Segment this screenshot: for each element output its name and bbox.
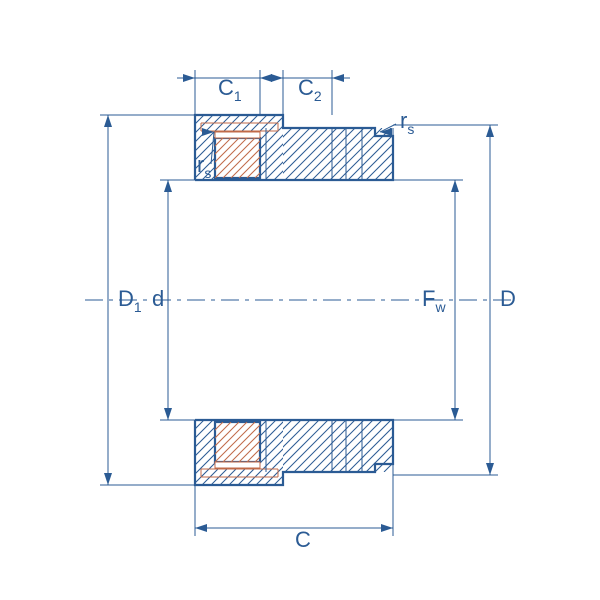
bearing-diagram: D D1 d Fw C C1 C2 rs rs <box>0 0 600 600</box>
label-rs1: rs <box>197 152 211 181</box>
label-C2: C2 <box>298 75 322 104</box>
label-D1: D1 <box>118 286 142 315</box>
label-rs2: rs <box>400 108 414 137</box>
label-d: d <box>152 286 164 311</box>
label-C1: C1 <box>218 75 242 104</box>
label-Fw: Fw <box>422 286 446 315</box>
label-D: D <box>500 286 516 311</box>
label-C: C <box>295 527 311 552</box>
